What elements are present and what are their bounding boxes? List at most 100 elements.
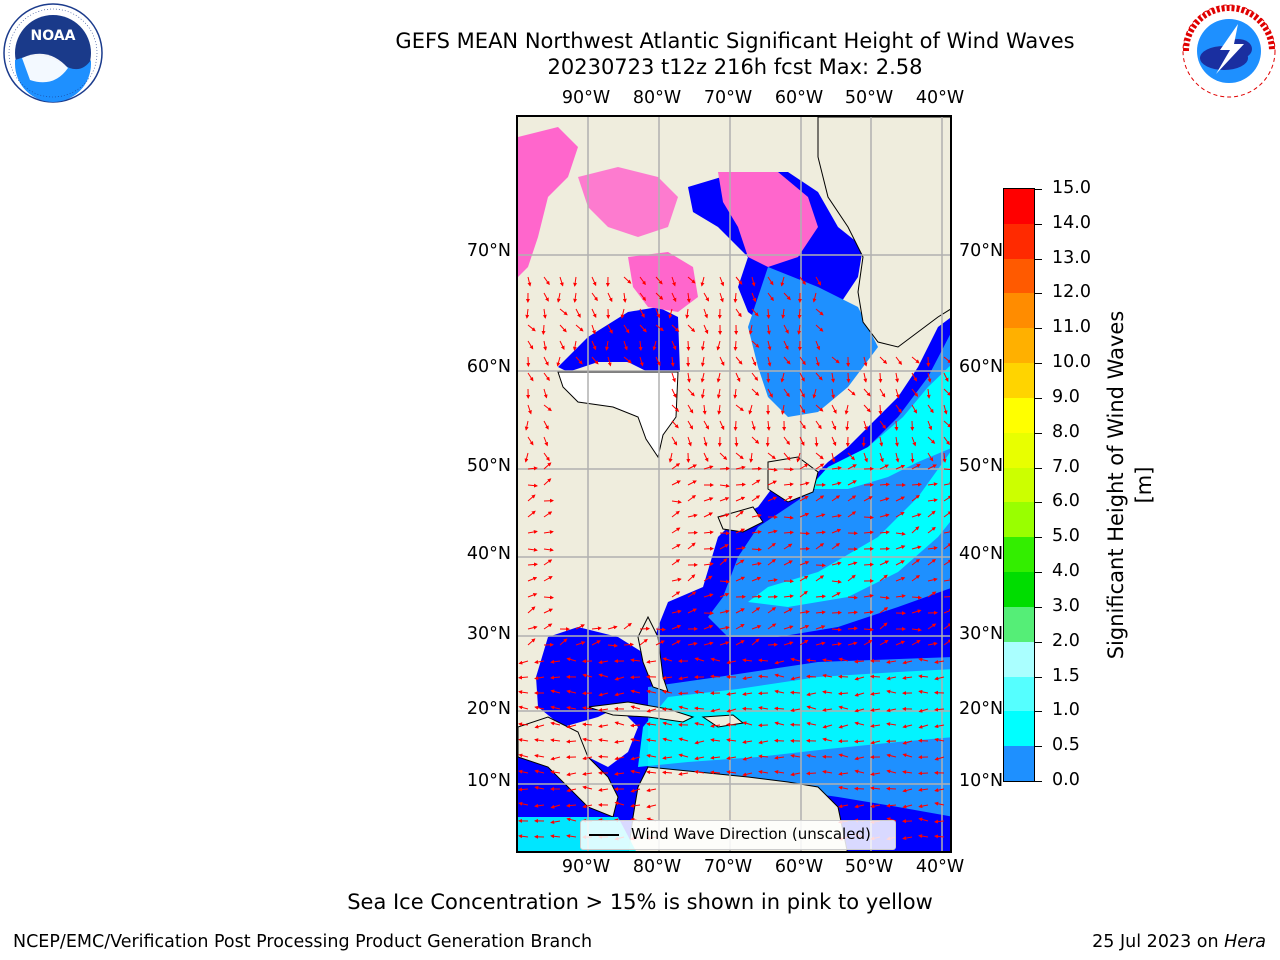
wind-wave-arrow xyxy=(751,356,757,367)
wind-wave-arrow xyxy=(751,420,756,431)
wind-wave-arrow xyxy=(815,308,824,316)
wind-wave-arrow xyxy=(719,497,730,502)
wind-wave-arrow xyxy=(518,738,529,742)
wind-wave-arrow xyxy=(527,466,538,471)
wind-wave-arrow xyxy=(790,753,801,758)
wind-wave-arrow xyxy=(886,769,897,774)
wind-wave-arrow xyxy=(591,292,598,302)
colorbar-tick xyxy=(1034,467,1042,469)
wind-wave-arrow xyxy=(703,497,714,502)
wind-wave-arrow xyxy=(591,356,599,365)
wind-wave-arrow xyxy=(527,340,534,350)
wind-wave-arrow xyxy=(671,276,676,287)
wind-wave-arrow xyxy=(678,705,689,710)
wind-wave-arrow xyxy=(815,563,826,568)
wind-wave-arrow xyxy=(799,420,806,430)
wind-wave-arrow xyxy=(623,324,630,334)
wind-wave-arrow xyxy=(911,526,920,534)
wind-wave-arrow xyxy=(895,388,900,399)
wind-wave-arrow xyxy=(870,674,881,679)
wind-wave-arrow xyxy=(838,691,849,696)
wind-wave-arrow xyxy=(751,466,762,471)
lon-tick-top: 80°W xyxy=(632,88,682,108)
lon-tick-bottom: 40°W xyxy=(915,857,965,877)
wind-wave-arrow xyxy=(751,594,762,599)
wind-wave-arrow xyxy=(646,804,657,809)
wind-wave-arrow xyxy=(671,372,676,383)
wind-wave-arrow xyxy=(797,324,802,335)
wind-wave-arrow xyxy=(927,591,937,598)
wind-wave-arrow xyxy=(700,356,705,367)
wind-wave-arrow xyxy=(838,804,849,809)
wind-wave-arrow xyxy=(726,738,737,743)
colorbar-tick-label: 9.0 xyxy=(1052,386,1080,407)
map-legend: Wind Wave Direction (unscaled) xyxy=(580,820,896,850)
wind-wave-arrow xyxy=(918,834,929,839)
wind-wave-arrow xyxy=(918,771,929,776)
wind-wave-arrow xyxy=(710,674,721,679)
wind-wave-arrow xyxy=(831,642,842,647)
wind-wave-arrow xyxy=(662,755,673,760)
wind-wave-arrow xyxy=(623,642,634,647)
wind-wave-arrow xyxy=(918,817,929,822)
wind-wave-arrow xyxy=(918,674,929,679)
wind-wave-arrow xyxy=(735,356,743,365)
wind-wave-arrow xyxy=(910,452,915,463)
wind-wave-arrow xyxy=(534,803,545,808)
wind-wave-arrow xyxy=(806,658,817,663)
wind-wave-arrow xyxy=(847,480,857,486)
wind-wave-arrow xyxy=(630,658,641,663)
wind-wave-arrow xyxy=(815,610,826,615)
wind-wave-arrow xyxy=(566,657,577,662)
wind-wave-arrow xyxy=(543,547,554,552)
wind-wave-arrow xyxy=(838,724,849,729)
wind-wave-arrow xyxy=(943,639,950,646)
wind-wave-arrow xyxy=(879,622,888,630)
wind-wave-arrow xyxy=(799,639,809,646)
wind-wave-arrow xyxy=(534,785,545,790)
wind-wave-arrow xyxy=(783,641,794,646)
wind-wave-arrow xyxy=(655,324,664,332)
wind-wave-arrow xyxy=(559,638,568,646)
wind-wave-arrow xyxy=(543,462,552,470)
lat-tick-right: 40°N xyxy=(959,544,1004,564)
wind-wave-arrow xyxy=(630,705,641,710)
wind-wave-arrow xyxy=(854,739,865,744)
wind-wave-arrow xyxy=(614,801,625,806)
wind-wave-arrow xyxy=(878,404,883,415)
producer-credit: NCEP/EMC/Verification Post Processing Pr… xyxy=(13,932,593,952)
wind-wave-arrow xyxy=(733,388,738,399)
wind-wave-arrow xyxy=(543,372,550,382)
colorbar-tick xyxy=(1034,328,1042,330)
wind-wave-arrow xyxy=(844,404,849,415)
wind-wave-arrow xyxy=(797,308,802,319)
wind-wave-arrow xyxy=(646,770,657,775)
wind-wave-arrow xyxy=(783,530,794,535)
wind-wave-arrow xyxy=(854,708,865,713)
wind-wave-arrow xyxy=(687,404,694,414)
wind-wave-arrow xyxy=(863,404,871,413)
wind-wave-arrow xyxy=(703,292,709,302)
wind-wave-arrow xyxy=(767,452,776,460)
wind-wave-arrow xyxy=(614,756,625,761)
wind-wave-arrow xyxy=(662,675,673,680)
wind-wave-arrow xyxy=(671,480,681,486)
wind-wave-arrow xyxy=(703,593,714,598)
wind-wave-arrow xyxy=(911,404,917,414)
wind-wave-arrow xyxy=(911,436,917,447)
wind-wave-arrow xyxy=(831,592,841,598)
wind-wave-arrow xyxy=(703,420,709,430)
wind-wave-arrow xyxy=(751,561,762,566)
wind-wave-arrow xyxy=(543,404,552,412)
wind-wave-arrow xyxy=(534,753,545,758)
wind-wave-arrow xyxy=(847,464,857,470)
wind-wave-arrow xyxy=(831,388,836,399)
lat-tick-right: 70°N xyxy=(959,241,1004,261)
wind-wave-arrow xyxy=(822,690,833,695)
wind-wave-arrow xyxy=(527,404,532,415)
wind-wave-arrow xyxy=(716,340,721,351)
wind-wave-arrow xyxy=(758,770,769,774)
wind-wave-arrow xyxy=(710,723,721,728)
wind-wave-arrow xyxy=(639,308,645,318)
wind-wave-arrow xyxy=(742,756,753,761)
